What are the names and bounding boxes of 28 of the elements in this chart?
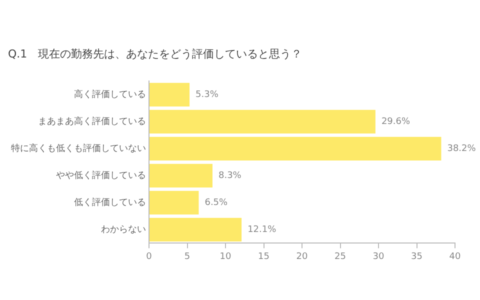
data-label: 6.5% — [204, 198, 228, 208]
bar — [150, 110, 376, 134]
x-tick-label: 5 — [184, 252, 190, 262]
data-label: 38.2% — [447, 144, 476, 154]
bar — [150, 82, 190, 106]
x-tick-label: 0 — [146, 252, 152, 262]
bar — [150, 164, 212, 188]
y-tick-label: まあまあ高く評価している — [38, 116, 146, 128]
y-tick-label: 高く評価している — [74, 89, 146, 100]
bar — [150, 136, 442, 160]
x-tick-label: 15 — [258, 252, 270, 262]
y-tick-label: わからない — [101, 225, 146, 236]
x-tick-label: 25 — [334, 252, 346, 262]
x-tick-label: 20 — [296, 252, 308, 262]
x-tick-label: 40 — [449, 252, 461, 262]
y-tick-label: やや低く評価している — [56, 170, 146, 182]
x-tick-label: 10 — [220, 252, 232, 262]
data-label: 5.3% — [196, 90, 219, 100]
y-tick-label: 低く評価している — [74, 197, 146, 208]
bar — [150, 190, 199, 214]
bar — [150, 218, 242, 242]
data-label: 12.1% — [248, 225, 277, 236]
data-label: 8.3% — [218, 171, 242, 182]
x-tick-label: 35 — [411, 252, 422, 262]
y-tick-label: 特に高くも低くも評価していない — [11, 143, 146, 154]
data-label: 29.6% — [381, 117, 410, 128]
x-tick-label: 30 — [372, 252, 384, 262]
chart-title: Q.1 現在の勤務先は、あなたをどう評価していると思う？ — [8, 47, 302, 60]
